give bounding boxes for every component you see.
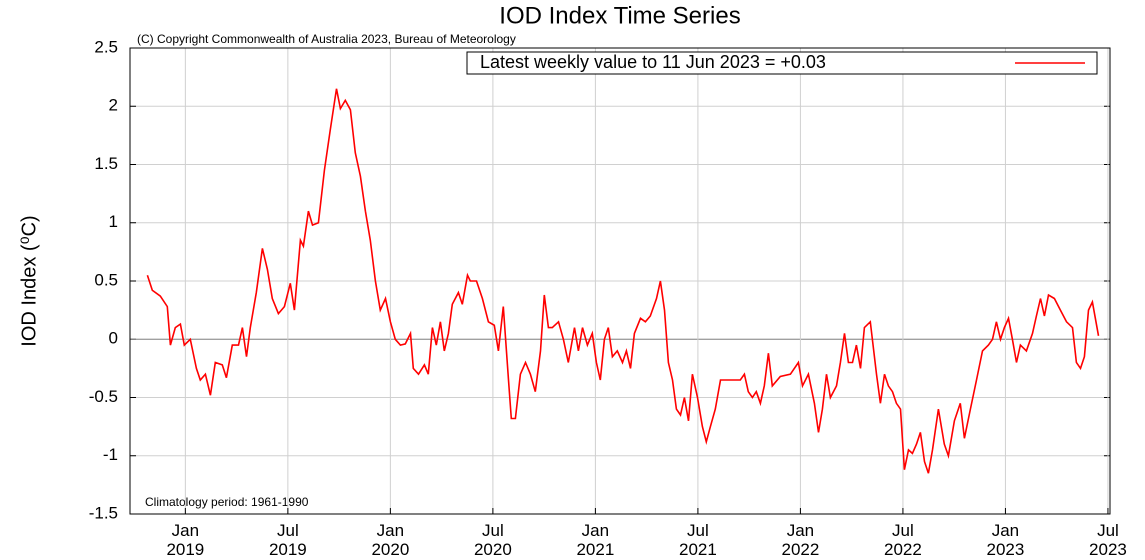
climatology-note: Climatology period: 1961-1990	[145, 495, 309, 509]
y-tick-label: 2	[109, 96, 118, 115]
y-tick-label: 0	[109, 329, 118, 348]
legend-label: Latest weekly value to 11 Jun 2023 = +0.…	[480, 52, 826, 72]
y-tick-label: 2.5	[94, 37, 118, 56]
y-tick-label: -1	[103, 445, 118, 464]
y-tick-label: 0.5	[94, 270, 118, 289]
y-axis-label: IOD Index (⁰C)	[18, 215, 40, 346]
legend: Latest weekly value to 11 Jun 2023 = +0.…	[466, 51, 1098, 75]
plot-frame	[129, 47, 1111, 515]
x-tick-label: Jan 2020	[371, 521, 409, 559]
x-tick-label: Jul 2023	[1089, 521, 1127, 559]
x-tick-label: Jul 2020	[474, 521, 512, 559]
chart-title: IOD Index Time Series	[499, 2, 740, 29]
x-tick-label: Jan 2023	[987, 521, 1025, 559]
y-tick-label: -1.5	[89, 503, 118, 522]
copyright: (C) Copyright Commonwealth of Australia …	[137, 32, 516, 46]
x-tick-label: Jul 2019	[269, 521, 307, 559]
x-tick-label: Jul 2021	[679, 521, 717, 559]
series-line	[146, 88, 1100, 474]
y-tick-label: 1	[109, 212, 118, 231]
x-tick-label: Jan 2022	[782, 521, 820, 559]
y-tick-label: -0.5	[89, 387, 118, 406]
x-tick-label: Jan 2019	[166, 521, 204, 559]
legend-box	[466, 51, 1098, 75]
y-tick-label: 1.5	[94, 154, 118, 173]
x-tick-label: Jul 2022	[884, 521, 922, 559]
x-tick-label: Jan 2021	[576, 521, 614, 559]
